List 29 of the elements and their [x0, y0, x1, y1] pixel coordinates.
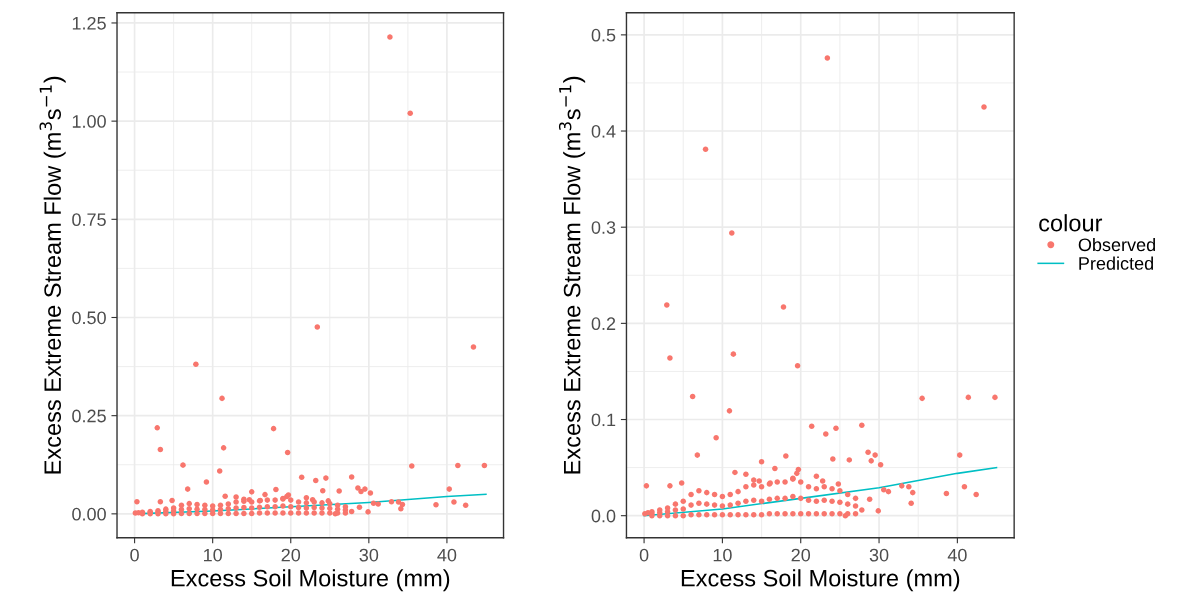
x-tick-label: 10: [204, 548, 223, 562]
y-axis-title: Excess Extreme Stream Flow (m$^{3}$s$^{−1}$): [558, 76, 586, 474]
y-tick-label: 0.4: [591, 124, 616, 138]
y-tick-label: 0.75: [72, 213, 106, 227]
x-tick-label: 30: [869, 548, 889, 562]
y-tick-label: 0.50: [72, 311, 106, 325]
x-tick-label: 20: [791, 548, 811, 562]
x-tick-label: 40: [437, 548, 457, 562]
y-tick-label: 0.3: [591, 221, 616, 234]
x-axis-title: Excess Soil Moisture (mm): [681, 569, 960, 592]
y-tick-label: 0.5: [591, 28, 616, 42]
y-tick-label: 0.0: [591, 509, 616, 523]
legend-label: Observed: [1078, 237, 1155, 252]
x-tick-label: 30: [359, 548, 379, 562]
y-tick-label: 0.2: [591, 317, 616, 331]
y-tick-label: 0.00: [72, 507, 106, 521]
legend-title: colour: [1039, 214, 1103, 232]
legend-label: Predicted: [1079, 256, 1153, 270]
x-tick-label: 10: [713, 548, 732, 562]
y-axis-title: Excess Extreme Stream Flow (m$^{3}$s$^{−1}$): [39, 76, 66, 474]
x-tick-label: 0: [639, 548, 649, 562]
x-tick-label: 20: [281, 548, 301, 562]
y-tick-label: 0.1: [591, 413, 616, 427]
y-tick-label: 1.00: [72, 115, 106, 128]
y-tick-label: 0.25: [72, 409, 106, 423]
x-axis-title: Excess Soil Moisture (mm): [171, 569, 450, 592]
y-tick-label: 1.25: [72, 16, 106, 30]
x-tick-label: 0: [130, 548, 139, 562]
x-tick-label: 40: [947, 548, 967, 562]
